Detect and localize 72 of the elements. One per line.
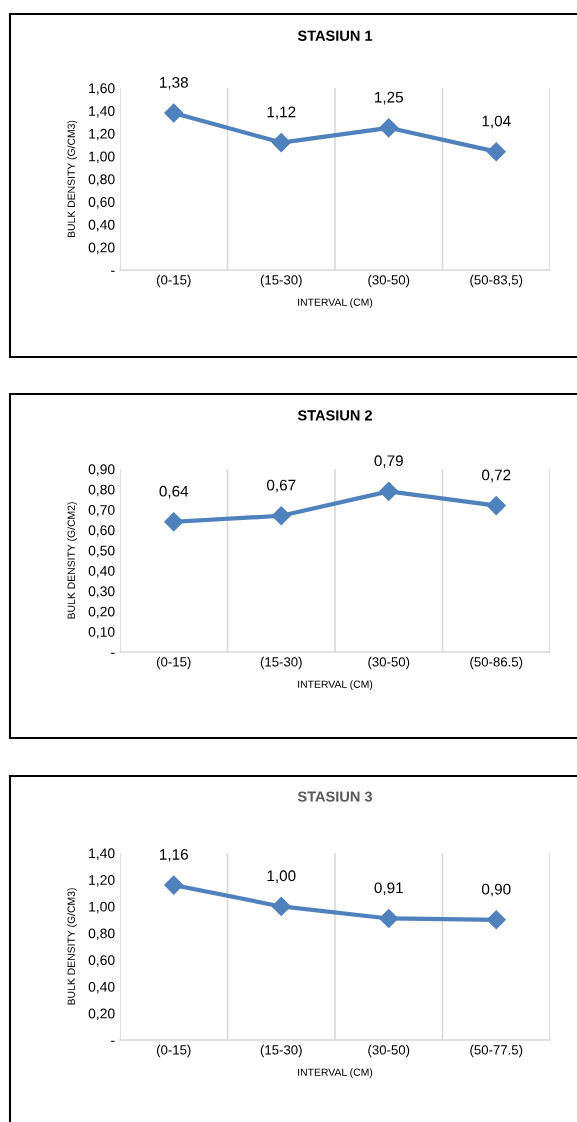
- y-tick-label: 1,40: [89, 106, 115, 118]
- data-label: 1,16: [160, 849, 188, 862]
- y-tick-label: 0,80: [88, 174, 115, 186]
- y-tick-label: 0,30: [88, 586, 115, 598]
- x-axis-title: INTERVAL (CM): [298, 680, 373, 690]
- x-tick-label: (50-86.5): [470, 656, 523, 670]
- y-tick-label: 1,20: [89, 128, 115, 141]
- point: [486, 142, 506, 162]
- x-axis-title: INTERVAL (CM): [298, 298, 373, 308]
- x-tick-label: (50-77.5): [470, 1044, 523, 1058]
- y-tick-label: 0,60: [88, 525, 115, 537]
- point: [379, 908, 399, 928]
- data-label: 1,38: [160, 76, 188, 90]
- point: [486, 496, 506, 516]
- point: [379, 118, 399, 138]
- y-tick-label: 1,60: [89, 83, 115, 95]
- y-tick-label: 1,00: [89, 901, 115, 914]
- point: [271, 506, 291, 526]
- point: [379, 481, 399, 501]
- data-label: 0,64: [159, 485, 189, 499]
- y-tick-label: 0,20: [88, 1008, 115, 1021]
- y-tick-label: 0,20: [88, 606, 115, 619]
- y-tick-label: -: [111, 652, 115, 654]
- point: [164, 875, 184, 895]
- data-label: 0,72: [481, 469, 511, 483]
- x-tick-label: (30-50): [368, 1044, 410, 1058]
- y-axis-title: BULK DENSITY (G/CM3): [67, 120, 77, 238]
- y-tick-label: 0,40: [88, 219, 115, 232]
- x-axis-title: INTERVAL (CM): [298, 1068, 373, 1078]
- x-tick-label: (0-15): [156, 274, 191, 288]
- y-tick-label: 0,90: [88, 464, 115, 476]
- x-tick-label: (15-30): [260, 1044, 302, 1058]
- y-tick-label: 1,40: [89, 848, 115, 860]
- y-tick-label: 0,20: [88, 242, 115, 255]
- y-tick-label: 0,10: [88, 627, 115, 639]
- y-axis-title: BULK DENSITY (G/CM3): [67, 888, 77, 1005]
- chart-title: STASIUN 2: [297, 410, 372, 421]
- y-tick-label: 1,00: [89, 151, 115, 164]
- y-tick-label: 0,50: [88, 545, 115, 558]
- y-tick-label: 0,80: [88, 484, 115, 497]
- y-tick-label: -: [111, 1040, 115, 1042]
- x-tick-label: (0-15): [156, 1044, 191, 1058]
- data-label: 0,90: [481, 883, 511, 897]
- y-tick-label: 0,40: [88, 566, 115, 578]
- data-label: 0,79: [374, 455, 403, 468]
- x-tick-label: (0-15): [156, 656, 191, 670]
- point: [486, 910, 506, 930]
- data-label: 1,00: [267, 870, 296, 883]
- x-tick-label: (15-30): [260, 656, 302, 670]
- y-tick-label: 1,20: [89, 875, 115, 887]
- y-axis-title: BULK DENSITY (G/CM2): [67, 502, 77, 619]
- y-tick-label: -: [111, 270, 115, 272]
- data-label: 1,25: [375, 91, 403, 105]
- point: [164, 512, 184, 532]
- point: [164, 103, 184, 123]
- y-tick-label: 0,40: [88, 981, 115, 994]
- point: [271, 133, 291, 153]
- data-label: 0,67: [266, 479, 296, 493]
- x-tick-label: (30-50): [368, 274, 410, 288]
- x-tick-label: (50-83,5): [470, 274, 523, 288]
- data-label: 0,91: [374, 882, 403, 896]
- y-tick-label: 0,60: [88, 955, 115, 967]
- data-label: 1,04: [482, 115, 511, 129]
- y-tick-label: 0,60: [88, 197, 115, 209]
- chart-title: STASIUN 3: [297, 791, 373, 802]
- y-tick-label: 0,70: [88, 505, 115, 517]
- y-tick-label: 0,80: [88, 928, 115, 940]
- x-tick-label: (30-50): [368, 656, 410, 670]
- data-label: 1,12: [267, 106, 296, 120]
- point: [271, 896, 291, 916]
- x-tick-label: (15-30): [260, 274, 302, 288]
- chart-title: STASIUN 1: [297, 30, 373, 41]
